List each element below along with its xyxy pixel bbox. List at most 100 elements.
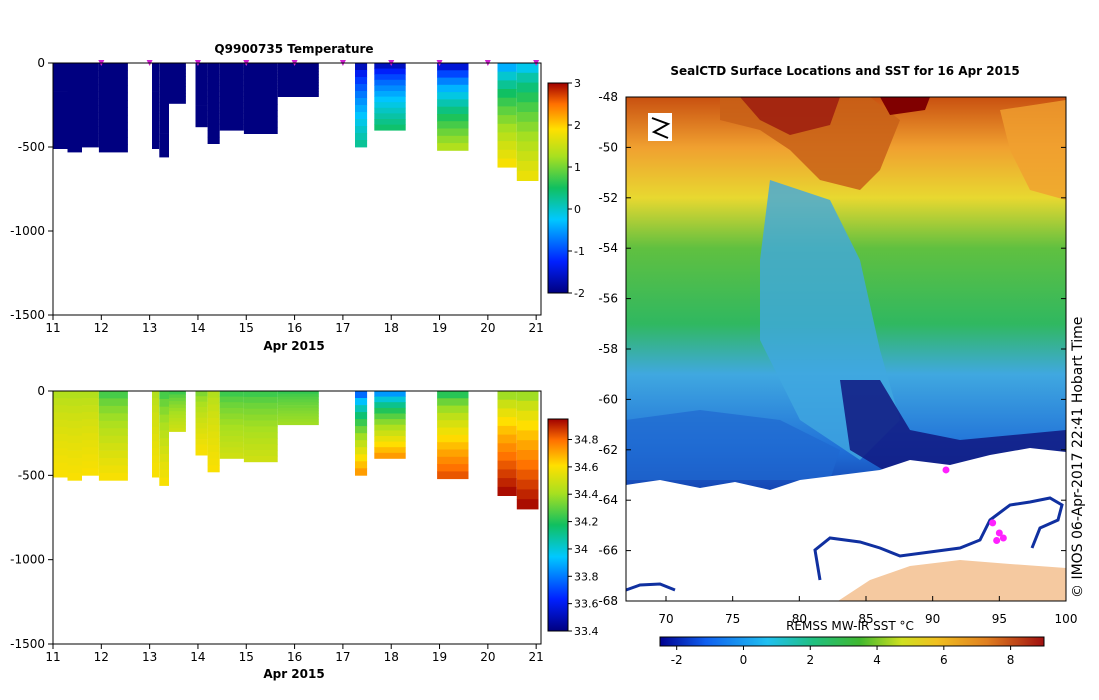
profile-cell	[169, 391, 186, 395]
profile-cell	[195, 105, 208, 112]
profile-cell	[219, 441, 244, 448]
profile-cell	[437, 391, 469, 399]
profile-cell	[374, 407, 406, 414]
profile-cell	[207, 136, 220, 144]
profile-cell	[497, 469, 517, 479]
profile-cell	[374, 91, 406, 97]
profile-cell	[152, 70, 160, 78]
profile-cell	[243, 450, 278, 457]
profile-cell	[437, 114, 469, 122]
profile-cell	[497, 71, 517, 81]
map-colorbar-ticks: -2 0 2 4 6 8	[671, 646, 1015, 667]
profile-cell	[243, 68, 278, 76]
imos-logo-icon	[648, 113, 672, 141]
colorbar-tick-label: 0	[574, 203, 581, 216]
colorbar-tick-label: 34.8	[574, 434, 599, 447]
profile-cell	[82, 84, 99, 92]
profile-cell	[82, 63, 99, 71]
profile-cell	[98, 85, 128, 94]
profile-cell	[497, 452, 517, 462]
profile-cell	[98, 398, 128, 407]
top-x-axis: 11 12 13 14 15 16 17 18 19 20 21	[45, 315, 544, 335]
profile-cell	[195, 94, 208, 101]
profile-cell	[516, 151, 539, 162]
profile-cell	[53, 77, 68, 85]
profile-cell	[98, 472, 128, 481]
profile-cell	[374, 79, 406, 86]
top-panel-title: Q9900735 Temperature	[214, 42, 373, 56]
profile-cell	[219, 85, 244, 92]
profile-cell	[437, 442, 469, 450]
map-y-tick-label: -68	[598, 594, 618, 608]
profile-cell	[516, 489, 539, 500]
y-tick-label: 0	[37, 384, 45, 398]
profile-cell	[98, 443, 128, 451]
profile-cell	[159, 469, 169, 478]
profile-cell	[516, 141, 539, 152]
profile-cell	[219, 430, 244, 437]
colorbar-tick-label: 3	[574, 77, 581, 90]
profile-cell	[374, 447, 406, 454]
x-tick-label: 20	[480, 321, 495, 335]
profile-cell	[437, 121, 469, 129]
profile-cell	[497, 478, 517, 488]
profile-cell	[67, 458, 82, 466]
profile-cell	[374, 124, 406, 131]
colorbar-tick-label: 34.6	[574, 461, 599, 474]
profile-cell	[195, 449, 208, 456]
profile-cell	[98, 450, 128, 459]
profile-cell	[169, 86, 186, 91]
profile-cell	[243, 426, 278, 433]
x-tick-label: 17	[335, 650, 350, 664]
profile-cell	[195, 407, 208, 413]
colorbar-tick-label: -2	[574, 287, 585, 300]
profile-cell	[159, 133, 169, 142]
profile-cell	[207, 83, 220, 91]
profile-cell	[98, 465, 128, 474]
profile-cell	[219, 102, 244, 109]
profile-cell	[497, 63, 517, 73]
profile-cell	[243, 74, 278, 82]
profile-cell	[374, 436, 406, 442]
profile-cell	[152, 120, 160, 128]
profile-cell	[159, 102, 169, 111]
profile-cell	[374, 107, 406, 114]
profile-cell	[219, 424, 244, 431]
profile-cell	[152, 455, 160, 464]
profile-cell	[207, 404, 220, 412]
profile-cell	[374, 113, 406, 120]
profile-cell	[53, 469, 68, 478]
profile-cell	[355, 426, 368, 434]
map-colorbar-tick-label: 8	[1007, 653, 1015, 667]
hot-water-patch	[740, 97, 840, 135]
colorbar-tick-label: 33.4	[574, 625, 599, 638]
profile-cell	[219, 63, 244, 69]
profile-cell	[152, 91, 160, 100]
profile-cell	[243, 98, 278, 105]
profile-cell	[53, 441, 68, 449]
profile-cell	[207, 458, 220, 466]
map-x-tick-label: 100	[1055, 612, 1078, 626]
profile-cell	[207, 116, 220, 124]
profile-cell	[219, 402, 244, 409]
profile-cell	[355, 447, 368, 455]
seal-location-marker	[993, 537, 1001, 545]
profile-cell	[374, 430, 406, 437]
profile-cell	[497, 106, 517, 116]
profile-cell	[374, 452, 406, 459]
profile-cell	[53, 70, 68, 78]
y-tick-label: -1500	[10, 308, 45, 322]
profile-cell	[277, 399, 319, 403]
profile-cell	[277, 63, 319, 67]
profile-cell	[195, 100, 208, 106]
map-y-tick-label: -66	[598, 544, 618, 558]
profile-cell	[497, 158, 517, 168]
profile-cell	[67, 114, 82, 123]
profile-cell	[67, 129, 82, 138]
profile-cell	[243, 414, 278, 421]
profile-cell	[82, 77, 99, 85]
profile-cell	[277, 402, 319, 406]
profile-cell	[497, 417, 517, 427]
colorbar-tick-label: 33.6	[574, 598, 599, 611]
profile-cell	[98, 428, 128, 436]
